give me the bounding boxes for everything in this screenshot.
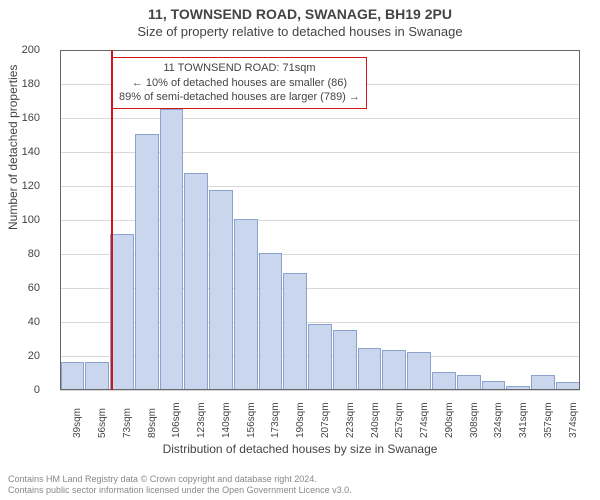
y-tick: 200 (0, 44, 40, 56)
x-tick: 257sqm (394, 402, 400, 438)
gridline (60, 390, 580, 391)
bar (506, 386, 530, 390)
y-tick: 180 (0, 78, 40, 90)
bar (160, 109, 184, 391)
y-tick: 120 (0, 180, 40, 192)
x-tick: 357sqm (543, 402, 549, 438)
y-tick: 60 (0, 282, 40, 294)
x-tick: 207sqm (320, 402, 326, 438)
x-tick: 89sqm (147, 408, 153, 438)
x-tick: 106sqm (171, 402, 177, 438)
bar (85, 362, 109, 390)
x-tick: 374sqm (568, 402, 574, 438)
x-tick: 39sqm (72, 408, 78, 438)
bar (283, 273, 307, 390)
y-tick: 40 (0, 316, 40, 328)
bar (184, 173, 208, 390)
bar (358, 348, 382, 390)
x-tick: 308sqm (469, 402, 475, 438)
bar (407, 352, 431, 390)
x-tick: 290sqm (444, 402, 450, 438)
bar (135, 134, 159, 390)
x-tick: 324sqm (493, 402, 499, 438)
x-tick: 156sqm (246, 402, 252, 438)
y-tick: 160 (0, 112, 40, 124)
x-tick: 56sqm (97, 408, 103, 438)
annotation-box: 11 TOWNSEND ROAD: 71sqm← 10% of detached… (112, 57, 367, 110)
bar (531, 375, 555, 390)
bar (556, 382, 580, 390)
x-tick: 73sqm (122, 408, 128, 438)
footer-attribution: Contains HM Land Registry data © Crown c… (8, 474, 352, 497)
plot-area: 11 TOWNSEND ROAD: 71sqm← 10% of detached… (60, 50, 580, 390)
chart-title-2: Size of property relative to detached ho… (0, 24, 600, 39)
bar (382, 350, 406, 390)
y-tick: 140 (0, 146, 40, 158)
x-tick: 274sqm (419, 402, 425, 438)
bar (457, 375, 481, 390)
bar (333, 330, 357, 391)
x-tick: 240sqm (370, 402, 376, 438)
bar (432, 372, 456, 390)
bar (61, 362, 85, 390)
x-tick: 173sqm (270, 402, 276, 438)
x-tick: 123sqm (196, 402, 202, 438)
bar (482, 381, 506, 391)
footer-line-2: Contains public sector information licen… (8, 485, 352, 496)
bar (259, 253, 283, 390)
bar (308, 324, 332, 390)
x-tick: 341sqm (518, 402, 524, 438)
annotation-line: ← 10% of detached houses are smaller (86… (119, 76, 360, 91)
chart-title-1: 11, TOWNSEND ROAD, SWANAGE, BH19 2PU (0, 6, 600, 22)
y-tick: 80 (0, 248, 40, 260)
y-tick: 20 (0, 350, 40, 362)
y-tick: 0 (0, 384, 40, 396)
x-tick: 190sqm (295, 402, 301, 438)
x-tick: 223sqm (345, 402, 351, 438)
bar (234, 219, 258, 390)
y-tick: 100 (0, 214, 40, 226)
bar (110, 234, 134, 390)
bar (209, 190, 233, 390)
x-tick: 140sqm (221, 402, 227, 438)
footer-line-1: Contains HM Land Registry data © Crown c… (8, 474, 352, 485)
annotation-line: 11 TOWNSEND ROAD: 71sqm (119, 61, 360, 76)
annotation-line: 89% of semi-detached houses are larger (… (119, 90, 360, 105)
x-axis-label: Distribution of detached houses by size … (0, 442, 600, 456)
